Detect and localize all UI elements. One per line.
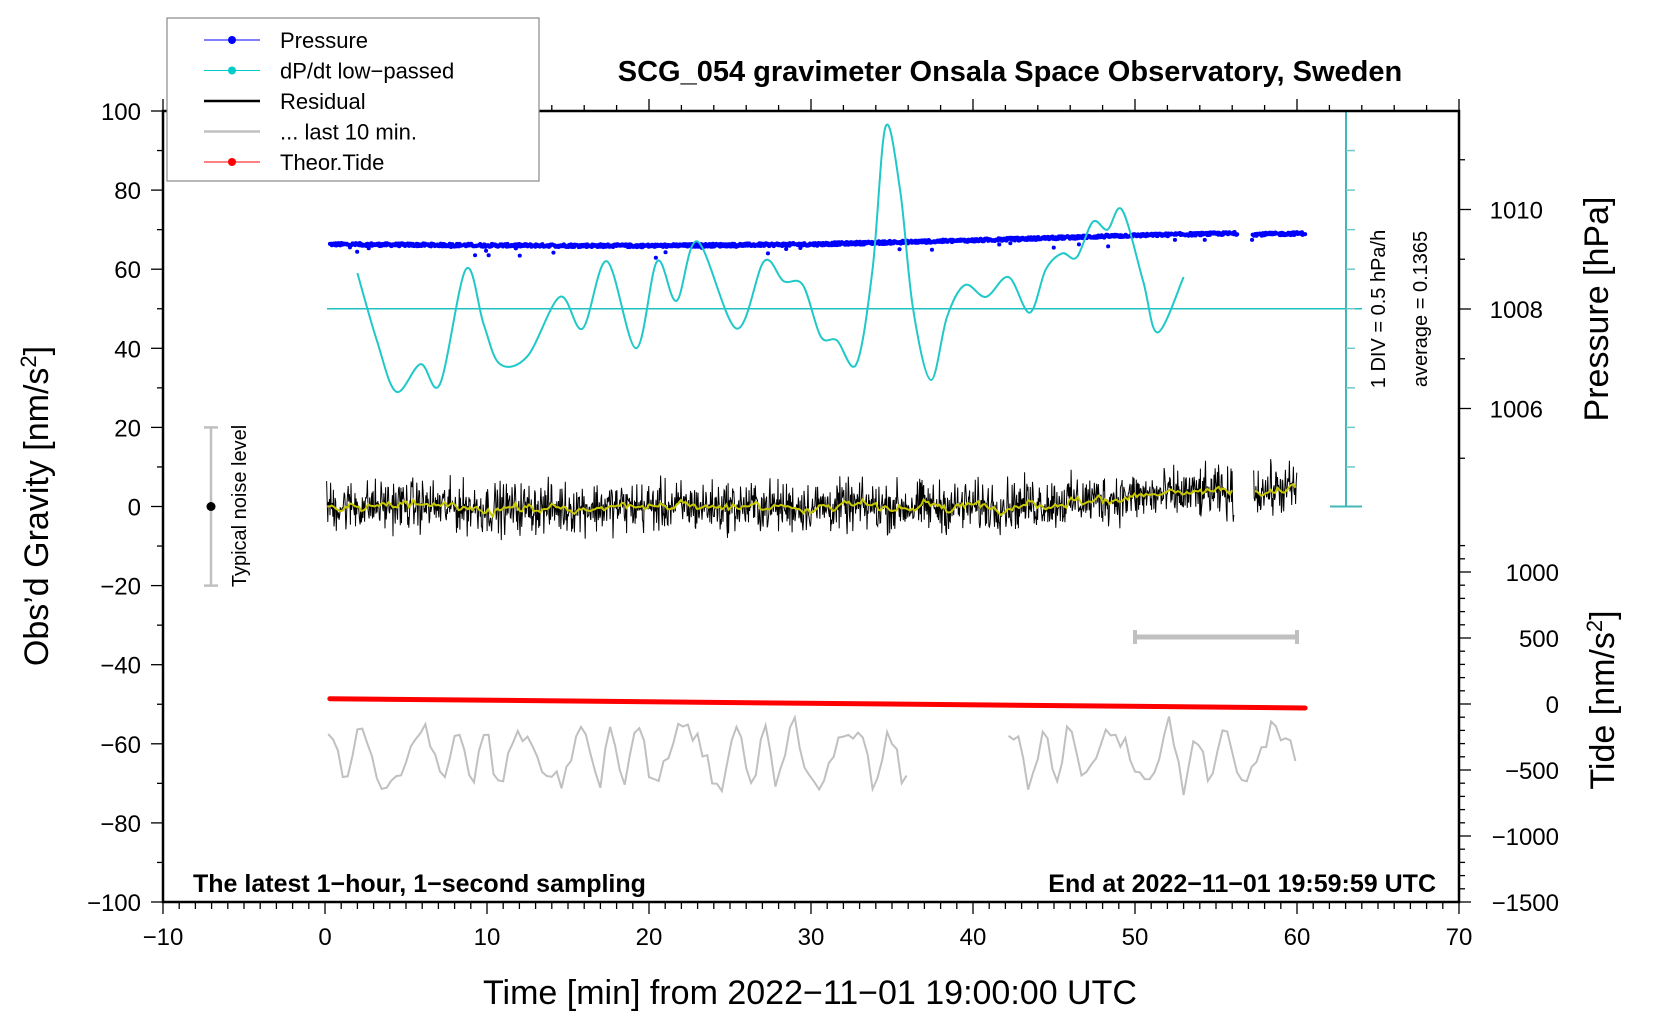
- y-tide-tick-label: 0: [1546, 692, 1559, 719]
- legend-item: dP/dt low−passed: [204, 59, 454, 84]
- y-pressure-tick-label: 1008: [1490, 297, 1543, 324]
- y-left-tick-label: 60: [114, 257, 141, 284]
- div-scale-label: 1 DIV = 0.5 hPa/h: [1368, 230, 1390, 388]
- legend-marker: [228, 36, 236, 44]
- y-tide-tick-label: −500: [1505, 758, 1559, 785]
- legend-label: ... last 10 min.: [280, 120, 417, 145]
- y-left-tick-label: −80: [100, 811, 141, 838]
- y-left-tick-label: −40: [100, 653, 141, 680]
- y-axis-pressure-title: Pressure [hPa]: [1578, 197, 1616, 422]
- y-tide-tick-label: −1500: [1492, 890, 1559, 917]
- y-left-tick-label: 80: [114, 178, 141, 205]
- noise-center-point: [206, 502, 216, 511]
- y-left-tick-label: 20: [114, 415, 141, 442]
- y-left-tick-label: 100: [101, 99, 141, 126]
- sampling-note: The latest 1−hour, 1−second sampling: [193, 870, 646, 898]
- y-pressure-tick-label: 1010: [1490, 198, 1543, 225]
- y-axis-left-title: Obs’d Gravity [nm/s2]: [16, 346, 56, 666]
- y-left-tick-label: 40: [114, 336, 141, 363]
- dpdt-series: [356, 123, 1185, 393]
- x-tick-label: 30: [798, 924, 825, 951]
- legend-item: Residual: [204, 89, 366, 114]
- legend-item: ... last 10 min.: [204, 120, 417, 145]
- pressure-series: [327, 230, 1308, 260]
- x-tick-label: 50: [1122, 924, 1149, 951]
- end-time-note: End at 2022−11−01 19:59:59 UTC: [1048, 870, 1436, 898]
- y-left-tick-label: −100: [87, 890, 141, 917]
- x-tick-label: 60: [1284, 924, 1311, 951]
- y-left-tick-label: −60: [100, 732, 141, 759]
- y-axis-tide-title: Tide [nm/s2]: [1582, 610, 1622, 789]
- legend-item: Theor.Tide: [204, 150, 384, 175]
- legend-box: [166, 17, 540, 182]
- legend-label: Theor.Tide: [280, 150, 384, 175]
- last-10-min-series: [1007, 716, 1297, 796]
- residual-series: [326, 459, 1298, 541]
- data-layer: [204, 110, 1362, 796]
- y-tide-tick-label: 500: [1519, 626, 1559, 653]
- legend-label: Pressure: [280, 28, 368, 53]
- axes-layer: −10 0 10 20 30 40 50 60 70100806040200−20−40−60−…: [87, 99, 1559, 951]
- legend-label: dP/dt low−passed: [280, 59, 454, 84]
- x-tick-label: 70: [1446, 924, 1473, 951]
- y-pressure-tick-label: 1006: [1490, 397, 1543, 424]
- legend-label: Residual: [280, 89, 366, 114]
- x-tick-label: 20: [636, 924, 663, 951]
- x-tick-label: 40: [960, 924, 987, 951]
- x-axis-title: Time [min] from 2022−11−01 19:00:00 UTC: [483, 974, 1137, 1012]
- y-tide-tick-label: −1000: [1492, 824, 1559, 851]
- residual-smoothed-series: [327, 483, 1297, 519]
- y-left-tick-label: −20: [100, 574, 141, 601]
- legend-marker: [228, 66, 236, 75]
- noise-level-label: Typical noise level: [229, 425, 251, 587]
- last-10-min-series: [327, 714, 908, 794]
- tide-series: [327, 696, 1308, 711]
- legend: Pressure dP/dt low−passed Residual ... last…: [166, 17, 540, 182]
- x-tick-label: 10: [474, 924, 501, 951]
- y-tide-tick-label: 1000: [1506, 560, 1559, 587]
- legend-item: Pressure: [204, 28, 368, 53]
- chart-title: SCG_054 gravimeter Onsala Space Observat…: [618, 56, 1402, 88]
- x-tick-label: 0: [318, 924, 331, 951]
- x-tick-label: −10: [143, 924, 184, 951]
- average-label: average = 0.1365: [1410, 231, 1432, 387]
- legend-marker: [228, 158, 236, 166]
- y-left-tick-label: 0: [128, 495, 141, 522]
